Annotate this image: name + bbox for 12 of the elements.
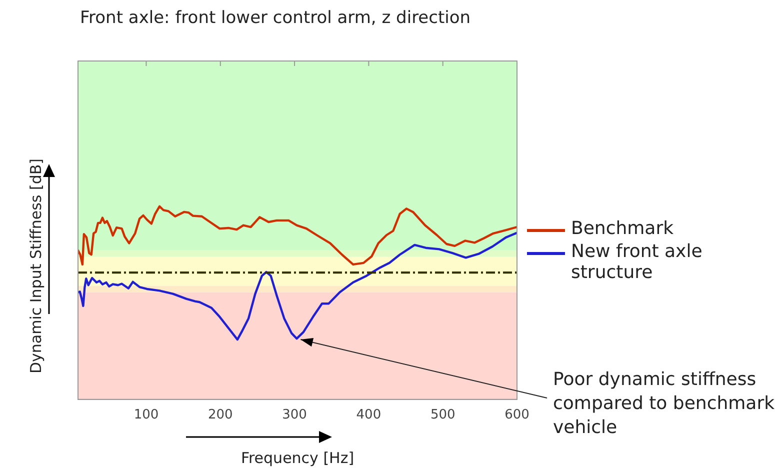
x-tick-label: 200 bbox=[208, 408, 233, 423]
x-tick-label: 600 bbox=[504, 408, 530, 423]
legend-label: Benchmark bbox=[571, 218, 675, 239]
x-tick-label: 100 bbox=[134, 408, 159, 423]
legend-label: New front axle structure bbox=[571, 241, 704, 283]
chart-title: Front axle: front lower control arm, z direction bbox=[80, 8, 471, 28]
y-axis-title: Dynamic Input Stiffness [dB] bbox=[27, 158, 45, 374]
x-tick-label: 300 bbox=[282, 408, 307, 423]
annotation: Poor dynamic stiffness compared to benchmark vehicle bbox=[553, 368, 775, 440]
x-tick-label: 500 bbox=[430, 408, 456, 423]
x-axis-title: Frequency [Hz] bbox=[240, 448, 354, 467]
x-tick-label: 400 bbox=[356, 408, 382, 423]
